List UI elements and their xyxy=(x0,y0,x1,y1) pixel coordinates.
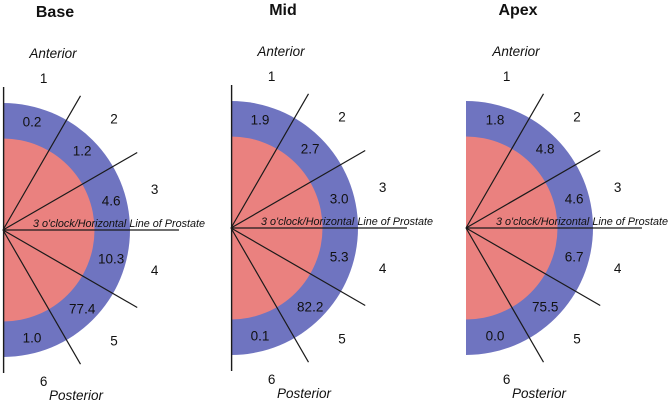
diagram-title: Base xyxy=(36,4,74,21)
horizontal-line-label: 3 o'clock/Horizontal Line of Prostate xyxy=(496,216,668,228)
sector-value: 1.9 xyxy=(251,112,270,127)
sector-number: 2 xyxy=(338,109,346,124)
anterior-label: Anterior xyxy=(256,44,305,59)
sector-number: 1 xyxy=(503,69,511,84)
sector-value: 10.3 xyxy=(98,251,124,266)
diagram-title: Mid xyxy=(269,2,297,19)
sector-number: 2 xyxy=(110,111,118,126)
sector-divider-line xyxy=(230,149,366,229)
sector-number: 2 xyxy=(573,109,581,124)
sector-value: 1.0 xyxy=(23,331,42,346)
horizontal-line-label: 3 o'clock/Horizontal Line of Prostate xyxy=(33,218,205,230)
sector-value: 6.7 xyxy=(565,249,584,264)
sector-value: 75.5 xyxy=(532,300,558,315)
anterior-label: Anterior xyxy=(491,44,540,59)
sector-value: 1.2 xyxy=(73,143,92,158)
sector-value: 0.1 xyxy=(251,329,270,344)
horizontal-line-label: 3 o'clock/Horizontal Line of Prostate xyxy=(261,216,433,228)
sector-value: 4.8 xyxy=(536,141,555,156)
sector-number: 3 xyxy=(151,182,159,197)
sector-divider-line xyxy=(465,93,545,229)
sector-number: 3 xyxy=(614,180,622,195)
sector-divider-line xyxy=(2,229,82,365)
sector-divider-line xyxy=(2,151,138,231)
sector-number: 1 xyxy=(40,71,48,86)
sector-divider-line xyxy=(230,93,310,229)
sector-number: 5 xyxy=(573,332,581,347)
sector-divider-line xyxy=(465,227,545,363)
sector-number: 4 xyxy=(379,261,387,276)
sector-divider-line xyxy=(2,229,138,309)
sector-value: 5.3 xyxy=(330,249,349,264)
posterior-label: Posterior xyxy=(512,386,567,401)
sector-number: 5 xyxy=(110,334,118,349)
sector-divider-line xyxy=(230,227,310,363)
sector-diagram-mid: Mid Anterior Posterior 3 o'clock/Horizontal… xyxy=(230,2,433,401)
sector-divider-line xyxy=(2,95,82,231)
sector-value: 4.6 xyxy=(102,194,121,209)
sector-divider-line xyxy=(230,227,366,307)
sector-value: 77.4 xyxy=(69,302,96,317)
sector-number: 6 xyxy=(268,372,276,387)
sector-divider-line xyxy=(465,227,601,307)
sector-diagram-base: Base Anterior Posterior 3 o'clock/Horizonta… xyxy=(2,4,205,402)
anterior-label: Anterior xyxy=(28,46,77,61)
sector-value: 2.7 xyxy=(301,141,320,156)
sector-value: 0.2 xyxy=(23,114,42,129)
sector-number: 3 xyxy=(379,180,387,195)
sector-number: 6 xyxy=(503,372,511,387)
sector-number: 4 xyxy=(151,263,159,278)
sector-number: 4 xyxy=(614,261,622,276)
posterior-label: Posterior xyxy=(277,386,332,401)
diagram-title: Apex xyxy=(498,2,537,19)
sector-number: 5 xyxy=(338,332,346,347)
sector-number: 6 xyxy=(40,374,48,389)
sector-value: 82.2 xyxy=(297,300,323,315)
sector-value: 4.6 xyxy=(565,192,584,207)
sector-divider-line xyxy=(465,149,601,229)
posterior-label: Posterior xyxy=(49,388,104,402)
sector-value: 3.0 xyxy=(330,192,349,207)
sector-diagram-apex: Apex Anterior Posterior 3 o'clock/Horizonta… xyxy=(465,2,668,401)
sector-number: 1 xyxy=(268,69,276,84)
sector-value: 1.8 xyxy=(486,112,505,127)
sector-value: 0.0 xyxy=(486,329,505,344)
